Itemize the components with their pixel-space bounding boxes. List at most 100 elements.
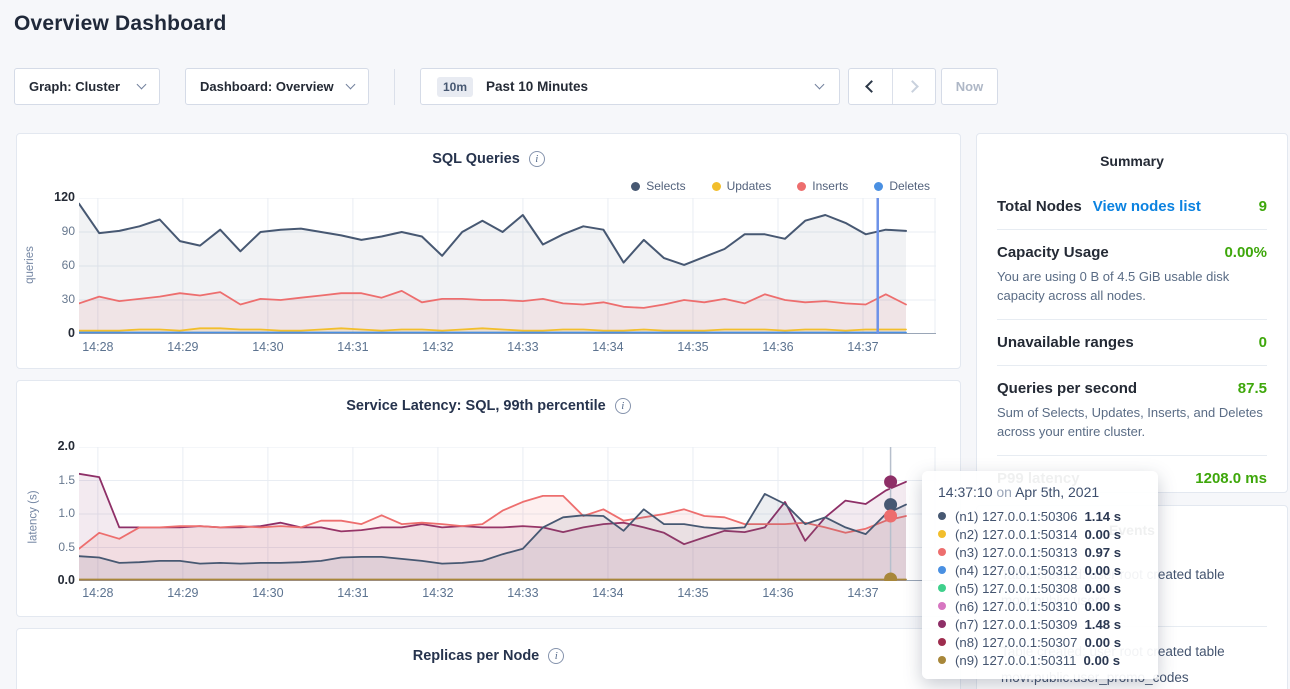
time-range-badge: 10m [437,77,473,97]
tooltip-row: (n1) 127.0.0.1:503061.14 s [938,507,1142,525]
summary-title: Summary [977,153,1287,169]
now-button[interactable]: Now [941,68,998,105]
total-nodes-label: Total Nodes [997,198,1082,215]
y-tick-label: 90 [62,224,75,238]
x-tick-label: 14:28 [82,340,113,354]
tooltip-node-label: (n6) 127.0.0.1:50310 [955,599,1077,614]
tooltip-row: (n2) 127.0.0.1:50314 0.00 s [938,525,1142,543]
tooltip-node-label: (n3) 127.0.0.1:50313 [955,545,1077,560]
tooltip-row: (n7) 127.0.0.1:503091.48 s [938,615,1142,633]
tooltip-node-value: 0.00 s [1084,563,1121,578]
page-title: Overview Dashboard [14,12,227,36]
x-tick-label: 14:29 [167,586,198,600]
x-tick-label: 14:34 [592,586,623,600]
tooltip-node-label: (n9) 127.0.0.1:50311 [955,653,1076,668]
y-tick-label: 1.5 [58,473,75,487]
tooltip-node-label: (n4) 127.0.0.1:50312 [955,563,1077,578]
tooltip-node-value: 0.00 s [1083,653,1120,668]
chart-title: Replicas per Node [413,648,540,664]
x-tick-label: 14:34 [592,340,623,354]
capacity-usage-value: 0.00% [1224,244,1267,261]
controls-divider [394,69,395,105]
chart-header: Replicas per Node i [17,647,960,665]
time-range-label: Past 10 Minutes [486,79,588,94]
tooltip-node-label: (n1) 127.0.0.1:50306 [955,509,1077,524]
legend-dot-icon [631,182,640,191]
tooltip-node-label: (n2) 127.0.0.1:50314 [955,527,1077,542]
x-axis-ticks: 14:28 14:29 14:30 14:31 14:32 14:33 14:34 14:35… [79,586,936,602]
legend-item-selects: Selects [631,179,685,193]
chevron-down-icon [137,80,147,90]
chevron-left-icon [866,80,879,93]
y-axis-ticks: 2.01.51.00.50.0 [37,447,75,581]
chart-legend: SelectsUpdatesInsertsDeletes [631,179,930,193]
y-tick-label: 2.0 [58,439,75,453]
node-dot-icon [938,548,946,556]
chart-title: Service Latency: SQL, 99th percentile [346,398,606,414]
info-icon[interactable]: i [548,648,564,664]
x-tick-label: 14:32 [422,340,453,354]
dashboard-dropdown[interactable]: Dashboard: Overview [185,68,369,105]
tooltip-node-value: 0.97 s [1084,545,1121,560]
y-tick-label: 0.0 [58,573,75,587]
x-tick-label: 14:30 [252,340,283,354]
next-time-button[interactable] [892,69,935,104]
capacity-usage-description: You are using 0 B of 4.5 GiB usable disk… [977,267,1287,305]
tooltip-timestamp: 14:37:10 on Apr 5th, 2021 [938,484,1142,500]
x-tick-label: 14:33 [507,586,538,600]
summary-row-unavailable-ranges: Unavailable ranges 0 [977,334,1287,351]
divider [997,319,1267,320]
x-tick-label: 14:36 [762,340,793,354]
chart-header: Service Latency: SQL, 99th percentile i [17,397,960,415]
y-axis-label: queries [24,246,36,284]
legend-item-updates: Updates [712,179,772,193]
node-dot-icon [938,584,946,592]
chevron-down-icon [346,80,356,90]
info-icon[interactable]: i [529,151,545,167]
y-tick-label: 1.0 [58,506,75,520]
unavailable-ranges-value: 0 [1259,334,1267,351]
x-tick-label: 14:30 [252,586,283,600]
x-tick-label: 14:29 [167,340,198,354]
tooltip-node-value: 0.00 s [1084,581,1121,596]
replicas-per-node-panel: Replicas per Node i [16,628,961,689]
tooltip-row: (n5) 127.0.0.1:503080.00 s [938,579,1142,597]
x-tick-label: 14:35 [677,340,708,354]
sql-queries-chart[interactable] [79,198,936,334]
latency-chart[interactable] [79,447,936,581]
tooltip-row: (n9) 127.0.0.1:50311 0.00 s [938,651,1142,669]
view-nodes-list-link[interactable]: View nodes list [1093,198,1201,215]
prev-time-button[interactable] [849,69,892,104]
graph-dropdown[interactable]: Graph: Cluster [14,68,160,105]
info-icon[interactable]: i [615,398,631,414]
x-tick-label: 14:31 [337,340,368,354]
time-nav-group [848,68,936,105]
unavailable-ranges-label: Unavailable ranges [997,334,1134,351]
node-dot-icon [938,656,946,664]
node-dot-icon [938,620,946,628]
tooltip-row: (n4) 127.0.0.1:50312 0.00 s [938,561,1142,579]
now-button-label: Now [956,79,983,94]
p99-latency-value: 1208.0 ms [1195,470,1267,487]
tooltip-date: Apr 5th, 2021 [1015,484,1099,500]
legend-item-deletes: Deletes [874,179,930,193]
chevron-right-icon [906,80,919,93]
dashboard-dropdown-label: Dashboard: Overview [200,79,334,94]
chart-hover-tooltip: 14:37:10 on Apr 5th, 2021 (n1) 127.0.0.1… [922,471,1158,679]
x-tick-label: 14:28 [82,586,113,600]
node-dot-icon [938,638,946,646]
divider [997,455,1267,456]
x-tick-label: 14:32 [422,586,453,600]
x-tick-label: 14:35 [677,586,708,600]
tooltip-node-label: (n8) 127.0.0.1:50307 [955,635,1077,650]
summary-row-capacity: Capacity Usage 0.00% [977,244,1287,261]
divider [997,229,1267,230]
x-tick-label: 14:36 [762,586,793,600]
qps-description: Sum of Selects, Updates, Inserts, and De… [977,403,1287,441]
tooltip-node-value: 0.00 s [1084,635,1121,650]
summary-row-qps: Queries per second 87.5 [977,380,1287,397]
tooltip-node-label: (n7) 127.0.0.1:50309 [955,617,1077,632]
tooltip-node-value: 0.00 s [1084,527,1121,542]
time-range-selector[interactable]: 10m Past 10 Minutes [420,68,840,105]
x-tick-label: 14:31 [337,586,368,600]
